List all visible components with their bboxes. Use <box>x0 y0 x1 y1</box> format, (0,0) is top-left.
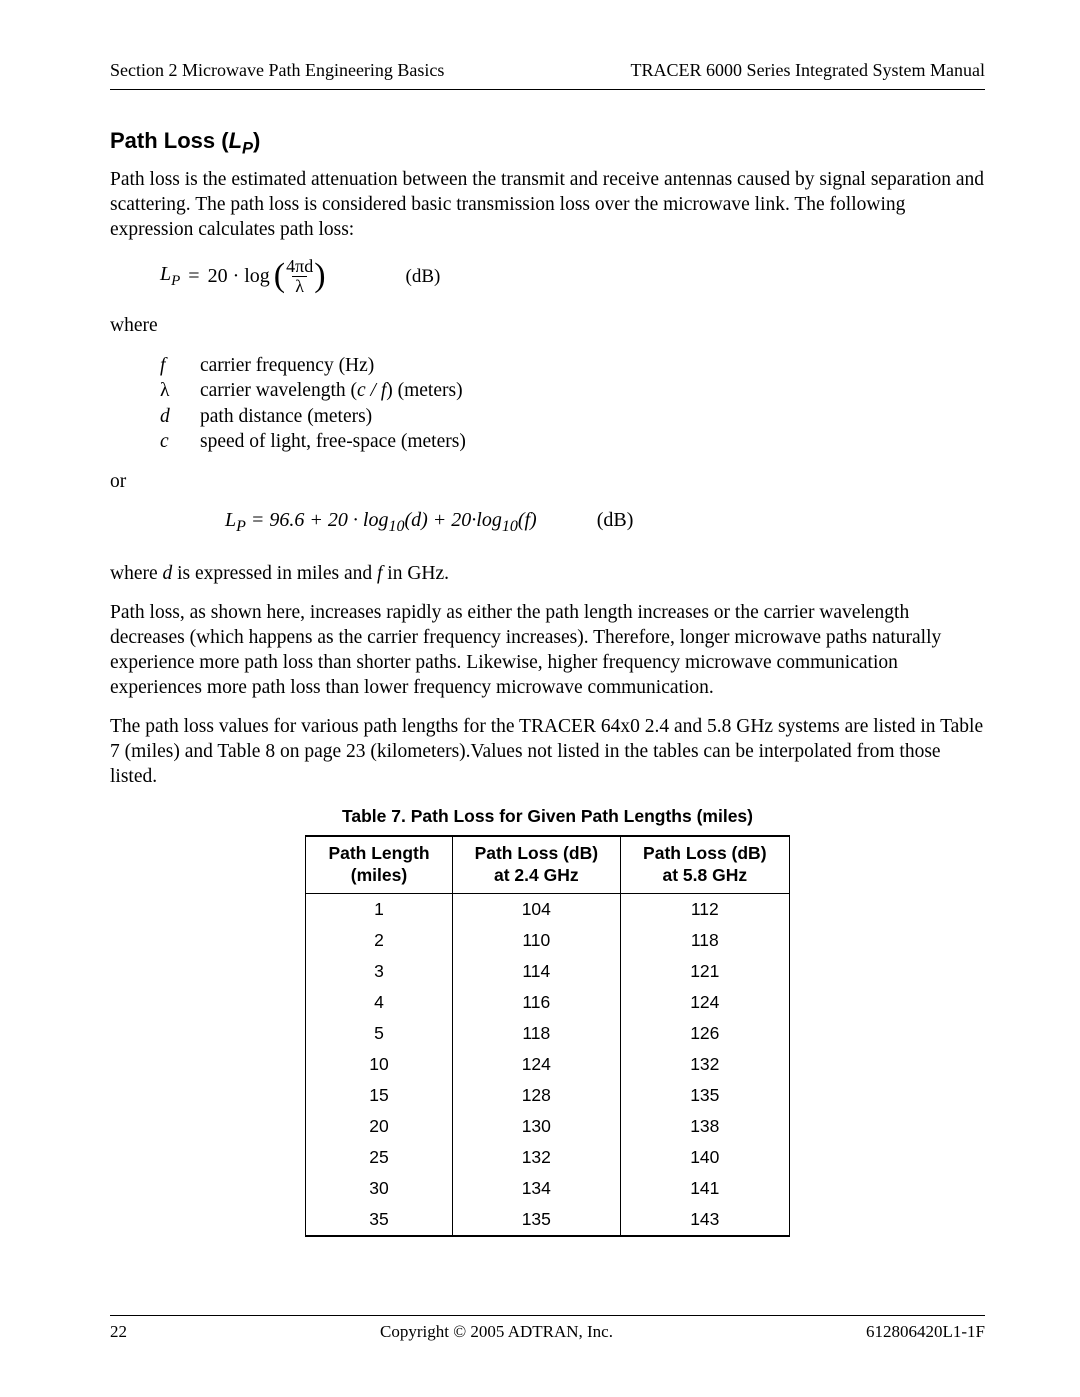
table-row: 25132140 <box>306 1142 789 1173</box>
col-header: Path Length (miles) <box>306 836 452 893</box>
table-cell: 25 <box>306 1142 452 1173</box>
page-header: Section 2 Microwave Path Engineering Bas… <box>110 60 985 81</box>
table-cell: 138 <box>621 1111 789 1142</box>
paragraph-2: The path loss values for various path le… <box>110 715 985 790</box>
table-row: 4116124 <box>306 987 789 1018</box>
header-left: Section 2 Microwave Path Engineering Bas… <box>110 60 444 81</box>
page-footer: 22 Copyright © 2005 ADTRAN, Inc. 6128064… <box>110 1315 985 1342</box>
footer-rule <box>110 1315 985 1316</box>
table-cell: 3 <box>306 956 452 987</box>
footer-docnum: 612806420L1-1F <box>866 1322 985 1342</box>
table-cell: 121 <box>621 956 789 987</box>
table-cell: 5 <box>306 1018 452 1049</box>
table-row: 2110118 <box>306 925 789 956</box>
table-cell: 4 <box>306 987 452 1018</box>
table-cell: 124 <box>452 1049 620 1080</box>
where-2: where d is expressed in miles and f in G… <box>110 562 985 587</box>
table-cell: 141 <box>621 1173 789 1204</box>
table-cell: 112 <box>621 893 789 925</box>
formula-2: LP = 96.6 + 20 · log10(d) + 20·log10(f) … <box>225 509 985 536</box>
table-row: 35135143 <box>306 1204 789 1236</box>
f1-eq: = <box>188 265 199 288</box>
definitions: fcarrier frequency (Hz) λcarrier wavelen… <box>160 353 985 454</box>
paragraph-1: Path loss, as shown here, increases rapi… <box>110 601 985 701</box>
title-sub: P <box>242 139 253 157</box>
f1-num: 4πd <box>286 257 313 276</box>
def-row: λcarrier wavelength (c / f) (meters) <box>160 378 985 403</box>
table-cell: 114 <box>452 956 620 987</box>
table-cell: 124 <box>621 987 789 1018</box>
def-row: dpath distance (meters) <box>160 404 985 429</box>
f1-frac: ( 4πd λ ) <box>274 257 326 296</box>
table-row: 5118126 <box>306 1018 789 1049</box>
table-caption: Table 7. Path Loss for Given Path Length… <box>110 806 985 827</box>
title-prefix: Path Loss ( <box>110 128 229 153</box>
table-row: 30134141 <box>306 1173 789 1204</box>
table-cell: 128 <box>452 1080 620 1111</box>
table-cell: 118 <box>621 925 789 956</box>
table-header-row: Path Length (miles) Path Loss (dB) at 2.… <box>306 836 789 893</box>
footer-page-number: 22 <box>110 1322 127 1342</box>
table-cell: 143 <box>621 1204 789 1236</box>
table-cell: 110 <box>452 925 620 956</box>
table-cell: 104 <box>452 893 620 925</box>
table-cell: 134 <box>452 1173 620 1204</box>
or-label: or <box>110 470 985 495</box>
f1-unit: (dB) <box>406 266 441 288</box>
table-cell: 116 <box>452 987 620 1018</box>
where-label: where <box>110 314 985 339</box>
def-row: fcarrier frequency (Hz) <box>160 353 985 378</box>
f1-den: λ <box>292 276 307 296</box>
table-cell: 35 <box>306 1204 452 1236</box>
footer-copyright: Copyright © 2005 ADTRAN, Inc. <box>380 1322 613 1342</box>
table-row: 15128135 <box>306 1080 789 1111</box>
intro-paragraph: Path loss is the estimated attenuation b… <box>110 168 985 243</box>
def-row: cspeed of light, free-space (meters) <box>160 429 985 454</box>
table-cell: 10 <box>306 1049 452 1080</box>
header-right: TRACER 6000 Series Integrated System Man… <box>631 60 985 81</box>
table-cell: 30 <box>306 1173 452 1204</box>
table-cell: 2 <box>306 925 452 956</box>
table-cell: 118 <box>452 1018 620 1049</box>
table-row: 3114121 <box>306 956 789 987</box>
table-cell: 132 <box>452 1142 620 1173</box>
f2-unit: (dB) <box>597 509 634 532</box>
header-rule <box>110 89 985 90</box>
table-cell: 132 <box>621 1049 789 1080</box>
section-title: Path Loss (LP) <box>110 128 985 158</box>
f1-var: L <box>160 263 171 285</box>
f1-sub: P <box>171 273 180 289</box>
formula-1: LP = 20 · log ( 4πd λ ) (dB) <box>160 257 985 296</box>
table-cell: 126 <box>621 1018 789 1049</box>
table-cell: 140 <box>621 1142 789 1173</box>
table-cell: 135 <box>452 1204 620 1236</box>
title-suffix: ) <box>253 128 260 153</box>
f1-pre: 20 · log <box>208 265 270 288</box>
table-cell: 130 <box>452 1111 620 1142</box>
table-row: 10124132 <box>306 1049 789 1080</box>
col-header: Path Loss (dB) at 2.4 GHz <box>452 836 620 893</box>
table-cell: 20 <box>306 1111 452 1142</box>
table-cell: 15 <box>306 1080 452 1111</box>
table-row: 20130138 <box>306 1111 789 1142</box>
title-var: L <box>229 128 242 153</box>
path-loss-table: Path Length (miles) Path Loss (dB) at 2.… <box>305 835 789 1237</box>
table-cell: 135 <box>621 1080 789 1111</box>
table-row: 1104112 <box>306 893 789 925</box>
table-cell: 1 <box>306 893 452 925</box>
col-header: Path Loss (dB) at 5.8 GHz <box>621 836 789 893</box>
